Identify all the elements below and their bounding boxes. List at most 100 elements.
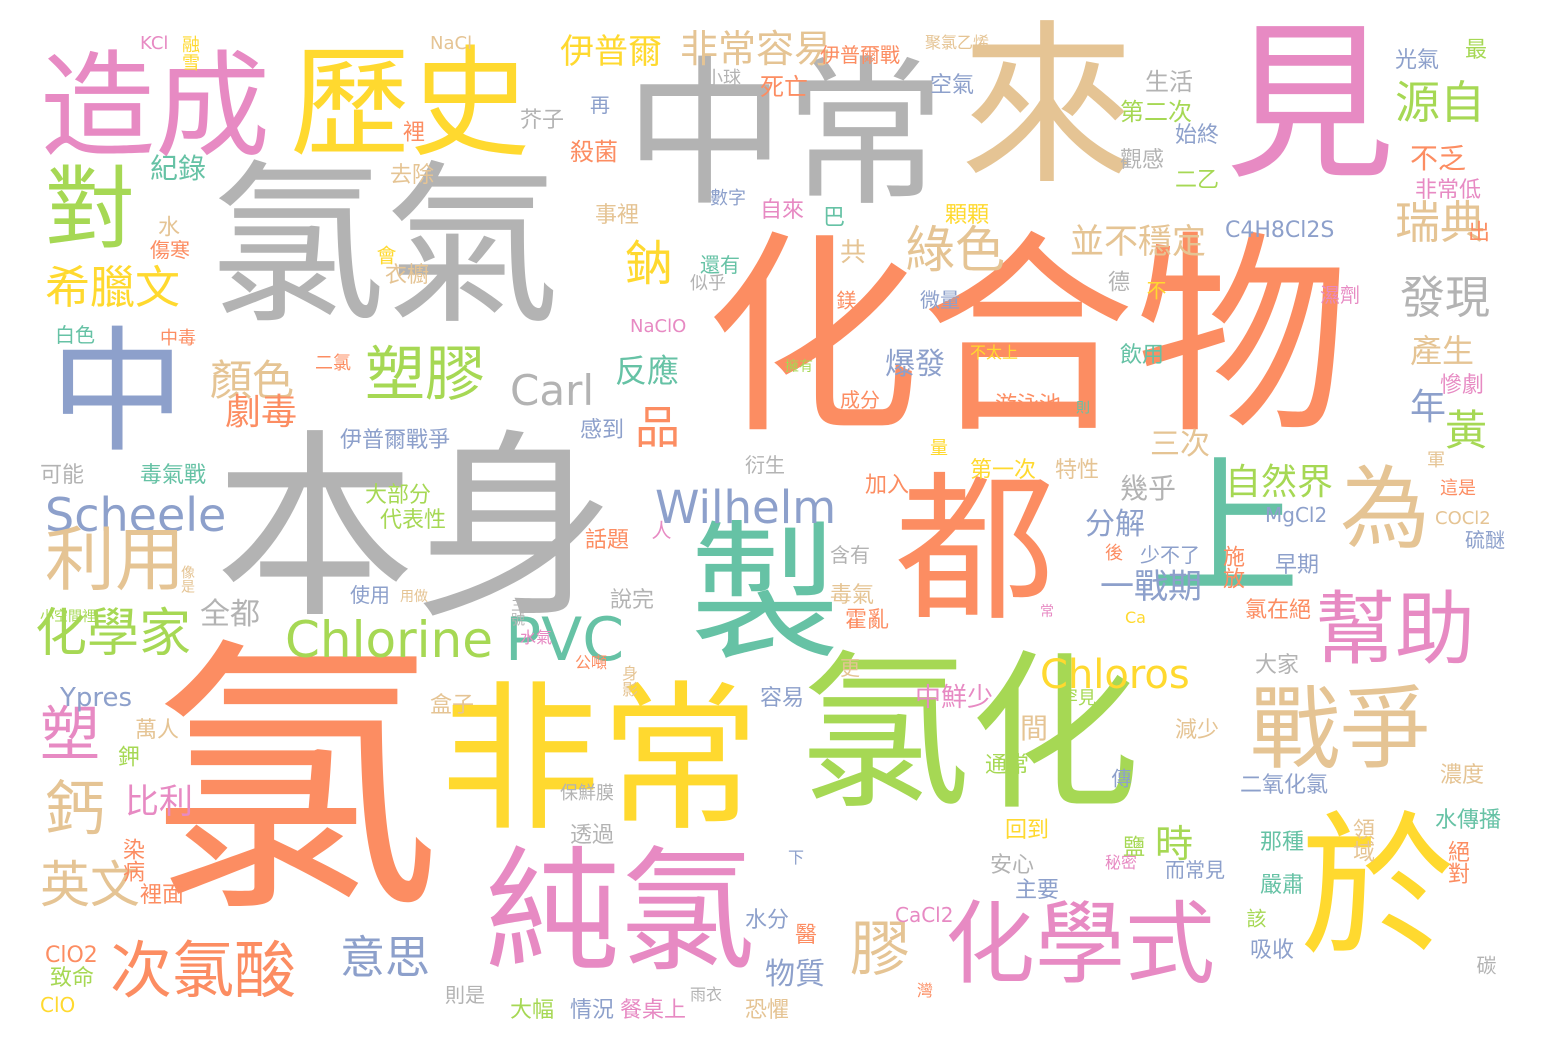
cloud-word: 感到 [580, 418, 625, 443]
cloud-word: 這是 [1440, 478, 1476, 499]
cloud-word: 意思 [340, 931, 431, 984]
cloud-word: 二氯 [315, 353, 351, 374]
cloud-word: 會 [373, 245, 397, 265]
cloud-word: 該 [1243, 908, 1267, 928]
cloud-word: 數字 [710, 188, 746, 209]
cloud-word: 瑞典 [1395, 196, 1486, 249]
cloud-word: 年 [1410, 387, 1447, 428]
cloud-word: 自來 [760, 198, 805, 223]
cloud-word: 萬人 [135, 718, 180, 743]
cloud-word: 非常容易 [680, 27, 833, 71]
cloud-word: 致命 [50, 966, 95, 991]
cloud-word: 伊普爾 [560, 32, 662, 72]
cloud-word: 時 [1155, 822, 1194, 866]
cloud-word: ClO2 [45, 943, 98, 968]
cloud-word: 濕劑 [1320, 283, 1360, 307]
cloud-word: 絕對 [1444, 840, 1469, 884]
cloud-word: Scheele [45, 488, 227, 542]
cloud-word: 並不穩定 [1070, 222, 1206, 262]
cloud-word: 恐懼 [745, 998, 790, 1023]
cloud-word: 始終 [1175, 123, 1220, 148]
cloud-word: 裡 [399, 120, 424, 142]
cloud-word: 成分 [840, 388, 880, 412]
cloud-word: 幫助 [1315, 583, 1475, 676]
cloud-word: 再 [590, 93, 610, 117]
cloud-word: 用做 [400, 589, 428, 605]
cloud-word: 本身 [215, 413, 616, 646]
cloud-word: 中毒 [160, 328, 196, 349]
cloud-word: 伊普爾戰爭 [340, 428, 451, 453]
cloud-word: CaCl2 [895, 903, 954, 927]
cloud-word: 巴 [819, 205, 844, 227]
cloud-word: 那種 [1260, 830, 1305, 855]
cloud-word: 第一次 [970, 458, 1037, 483]
cloud-word: 化合物 [705, 212, 1350, 463]
cloud-word: 比利 [125, 782, 193, 822]
cloud-word: 鎂 [833, 290, 857, 310]
cloud-word: 公噸 [575, 653, 608, 672]
cloud-word: Chloros [1040, 652, 1190, 698]
cloud-word: 利用 [45, 519, 185, 601]
cloud-word: Carl [510, 366, 594, 415]
cloud-word: 鈣 [45, 775, 105, 845]
cloud-word: 安心 [990, 853, 1035, 878]
cloud-word: 加入 [865, 473, 910, 498]
cloud-word: 衣櫥 [385, 263, 430, 288]
cloud-word: 德 [1104, 270, 1129, 292]
cloud-word: 不 [1143, 280, 1167, 300]
cloud-word: 共 [840, 238, 867, 268]
cloud-word: 自然界 [1225, 462, 1334, 503]
cloud-word: 融雪 [179, 35, 200, 71]
cloud-word: 聚氯乙烯 [925, 33, 990, 52]
cloud-word: 顏色 [210, 356, 295, 405]
cloud-word: 人 [648, 520, 672, 540]
cloud-word: 三號 [509, 598, 525, 626]
cloud-word: 毒氣 [830, 583, 875, 608]
cloud-word: 領域 [1349, 818, 1374, 862]
cloud-word: 微量 [920, 288, 960, 312]
cloud-word: 硫醚 [1465, 528, 1505, 552]
cloud-word: 軍 [1424, 450, 1445, 468]
cloud-word: 於 [1300, 797, 1455, 978]
cloud-word: 話題 [585, 528, 630, 553]
cloud-word: 一戰期 [1100, 567, 1202, 607]
cloud-word: 身影 [619, 665, 638, 697]
cloud-word: 氯氣 [210, 146, 560, 349]
cloud-word: 見 [1225, 6, 1396, 204]
cloud-word: 水 [154, 215, 179, 237]
cloud-word: 綠色 [905, 221, 1005, 279]
cloud-word: 下 [788, 848, 805, 867]
cloud-word: 純氯 [485, 834, 755, 991]
cloud-word: 游泳池 [995, 393, 1062, 418]
cloud-word: 事裡 [595, 203, 640, 228]
cloud-word: 而常見 [1165, 858, 1225, 882]
cloud-word: 空氣 [930, 73, 975, 98]
cloud-word: Wilhelm [655, 481, 837, 534]
cloud-word: 罕見 [1060, 688, 1096, 709]
cloud-word: 中鮮少 [915, 683, 994, 713]
cloud-word: 主要 [1015, 878, 1060, 903]
cloud-word: Ypres [60, 683, 133, 713]
cloud-word: 不乏 [1410, 142, 1467, 175]
cloud-word: 希臘文 [45, 261, 181, 314]
cloud-word: 吸收 [1250, 938, 1295, 963]
cloud-word: 中常 [625, 41, 946, 228]
cloud-word: 生活 [1145, 68, 1193, 96]
cloud-word: 傷寒 [150, 238, 190, 262]
cloud-word: 物質 [765, 957, 825, 992]
cloud-word: 灣 [914, 982, 933, 998]
cloud-word: 鉀 [114, 745, 139, 767]
cloud-word: 來 [960, 6, 1135, 209]
cloud-word: 伊普爾戰 [820, 43, 900, 67]
cloud-word: 造成 [40, 40, 271, 174]
cloud-word: 對 [45, 157, 135, 262]
cloud-word: 白色 [55, 323, 95, 347]
cloud-word: 早期 [1275, 553, 1320, 578]
cloud-word: 間 [1020, 712, 1049, 745]
cloud-word: 中 [50, 314, 185, 471]
cloud-word: 觀感 [1120, 148, 1165, 173]
cloud-word: 雨衣 [690, 985, 723, 1004]
cloud-word: 分解 [1085, 507, 1145, 542]
cloud-word: 不太上 [970, 343, 1019, 362]
